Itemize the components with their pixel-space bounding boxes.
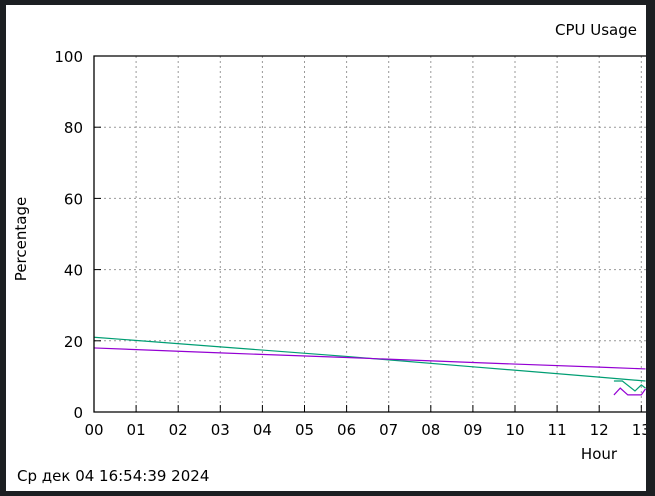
cpu-usage-chart: CPU Usage Percentage Hour Ср дек 04 16:5… (12, 21, 646, 485)
x-tick-label: 05 (295, 421, 314, 439)
x-tick-label: 00 (84, 421, 103, 439)
series-line (93, 336, 646, 382)
x-tick-label: 09 (463, 421, 482, 439)
y-tick-label: 40 (64, 262, 83, 280)
x-tick-label: 06 (337, 421, 356, 439)
x-tick-label: 02 (169, 421, 188, 439)
x-tick-label: 11 (548, 421, 567, 439)
timestamp: Ср дек 04 16:54:39 2024 (17, 467, 209, 485)
chart-title: CPU Usage (555, 21, 637, 39)
y-tick-label: 80 (64, 119, 83, 137)
x-tick-label: 01 (127, 421, 146, 439)
x-tick-label: 13 (632, 421, 646, 439)
x-tick-label: 07 (379, 421, 398, 439)
plot-border (93, 55, 646, 413)
series-line (93, 347, 646, 370)
y-tick-label: 0 (73, 404, 83, 422)
x-tick-label: 04 (253, 421, 272, 439)
x-tick-label: 03 (211, 421, 230, 439)
series-line (613, 387, 646, 396)
y-tick-label: 20 (64, 333, 83, 351)
y-tick-label: 100 (54, 48, 83, 66)
y-axis-label: Percentage (12, 197, 30, 281)
x-axis-label: Hour (581, 445, 618, 463)
x-tick-label: 08 (421, 421, 440, 439)
x-tick-label: 10 (505, 421, 524, 439)
chart-window: CPU Usage Percentage Hour Ср дек 04 16:5… (6, 5, 646, 491)
x-tick-label: 12 (590, 421, 609, 439)
series-line (613, 380, 646, 392)
y-tick-label: 60 (64, 190, 83, 208)
